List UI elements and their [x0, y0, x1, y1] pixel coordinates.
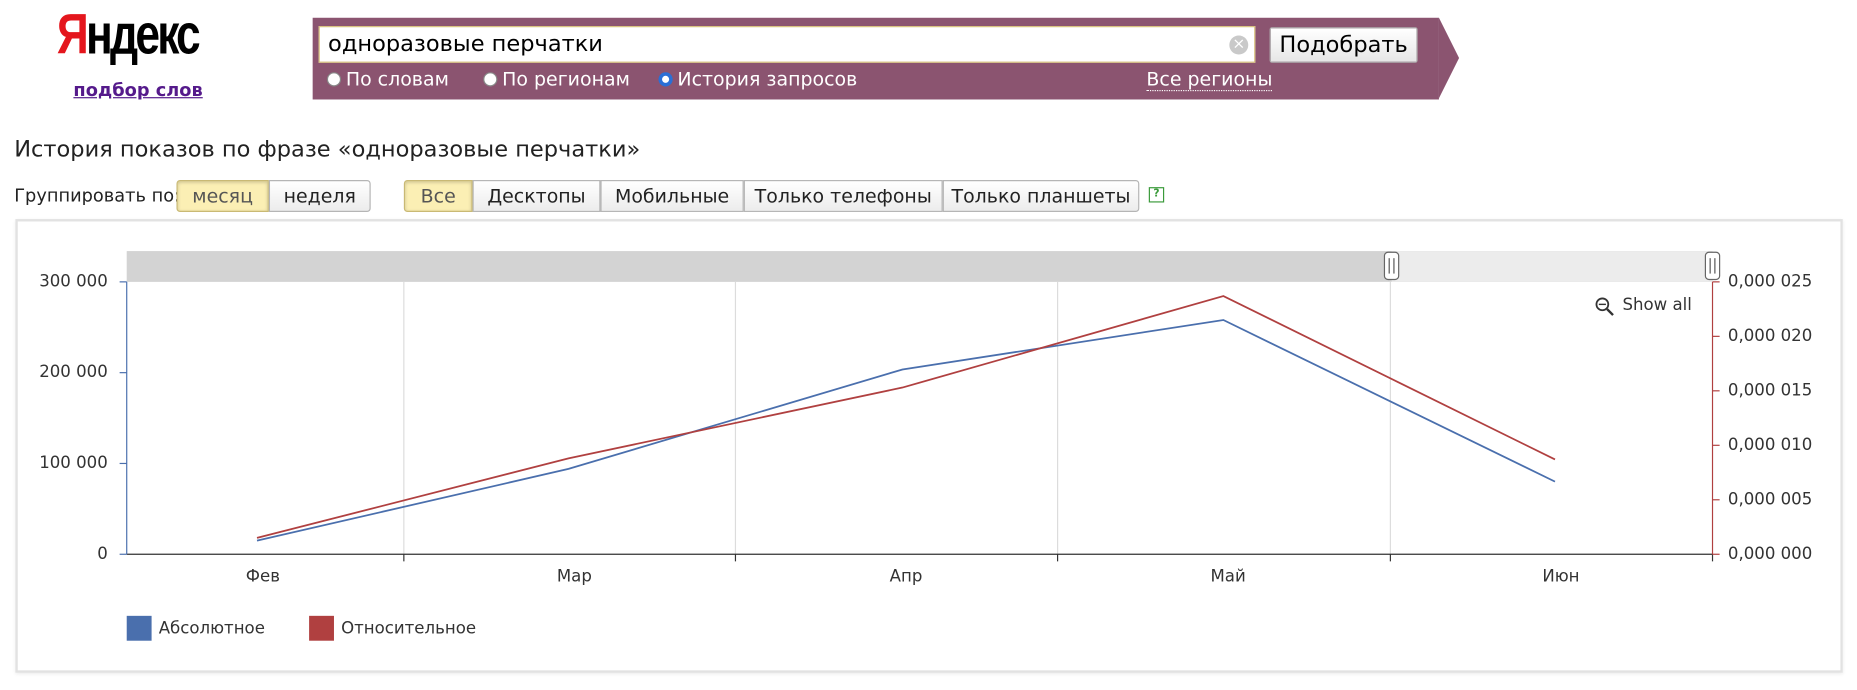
legend-swatch — [126, 615, 152, 641]
radio-label[interactable]: По словам — [345, 67, 449, 91]
zoom-icon — [1595, 297, 1610, 312]
clear-button[interactable]: × — [1229, 35, 1249, 55]
radio-dot[interactable] — [658, 72, 673, 87]
scroller-window — [1391, 251, 1713, 282]
scroller-handle — [1383, 251, 1400, 281]
y-tick-label: 100 000 — [39, 453, 108, 472]
mode-radio[interactable]: По словам — [326, 67, 449, 91]
grouping-button[interactable]: неделя — [268, 180, 371, 212]
y2-tick-label: 0,000 005 — [1728, 489, 1812, 508]
radio-dot[interactable] — [326, 72, 342, 87]
series-line — [256, 295, 1556, 539]
grouping-button[interactable]: месяц — [176, 180, 269, 212]
regions-link[interactable]: Все регионы — [1146, 67, 1273, 92]
x-tick-label: Фев — [246, 566, 280, 585]
service-link[interactable]: подбор слов — [73, 79, 203, 101]
logo[interactable]: Яндекс — [56, 3, 201, 67]
mode-radio[interactable]: История запросов — [658, 67, 858, 91]
legend-label: Относительное — [341, 618, 476, 637]
legend-label: Абсолютное — [159, 618, 265, 637]
radio-label[interactable]: История запросов — [677, 67, 858, 91]
y2-tick-label: 0,000 000 — [1728, 544, 1812, 563]
radio-label[interactable]: По регионам — [502, 67, 630, 91]
scroller-handle — [1704, 251, 1721, 281]
y2-tick-label: 0,000 015 — [1728, 380, 1812, 399]
y2-tick-label: 0,000 020 — [1728, 326, 1812, 345]
y-tick-label: 200 000 — [39, 362, 108, 381]
submit-button[interactable]: Подобрать — [1269, 27, 1418, 63]
device-button[interactable]: Десктопы — [472, 180, 601, 212]
y-tick-label: 0 — [97, 544, 108, 563]
mode-radio[interactable]: По регионам — [483, 67, 630, 91]
help-icon[interactable]: ? — [1148, 187, 1165, 203]
device-button[interactable]: Только телефоны — [743, 180, 943, 212]
show-all-button[interactable]: Show all — [1623, 295, 1692, 314]
x-tick-label: Апр — [890, 566, 923, 585]
x-tick-label: Июн — [1542, 566, 1579, 585]
x-tick-label: Мар — [557, 566, 592, 585]
radio-dot[interactable] — [483, 72, 498, 87]
legend-swatch — [309, 615, 334, 641]
page-heading: История показов по фразе «одноразовые пе… — [14, 136, 641, 163]
device-button[interactable]: Только планшеты — [942, 180, 1140, 212]
zoom-icon-handle — [1606, 308, 1614, 316]
device-button[interactable]: Мобильные — [600, 180, 744, 212]
grouping-label: Группировать по: — [14, 184, 181, 207]
y2-tick-label: 0,000 025 — [1728, 271, 1812, 290]
device-button[interactable]: Все — [403, 180, 473, 212]
series-line — [256, 319, 1556, 542]
y-tick-label: 300 000 — [39, 271, 108, 290]
y2-tick-label: 0,000 010 — [1728, 435, 1812, 454]
search-band-tip — [1438, 17, 1460, 99]
x-tick-label: Май — [1211, 566, 1246, 585]
chart-panel — [15, 219, 1843, 673]
search-input[interactable]: одноразовые перчатки — [318, 26, 1256, 63]
